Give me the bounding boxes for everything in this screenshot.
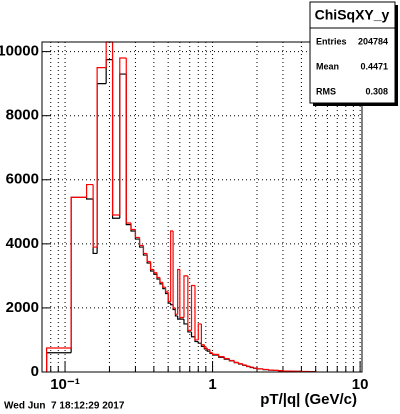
histogram-bin xyxy=(183,275,188,318)
histogram-bin xyxy=(119,57,127,216)
histogram-bin xyxy=(111,42,120,216)
histogram-bin xyxy=(179,269,184,319)
histogram-bin xyxy=(167,291,171,303)
histogram-bin xyxy=(85,197,94,200)
histogram-bin xyxy=(190,331,195,338)
histogram-bin xyxy=(125,58,132,224)
histogram-bin xyxy=(134,229,140,239)
histogram-bin xyxy=(153,269,157,274)
histogram-bin xyxy=(172,231,176,309)
histogram-bin xyxy=(253,367,257,369)
stats-value: 204784 xyxy=(358,36,388,46)
histogram-bin xyxy=(190,284,195,331)
histogram-bin xyxy=(96,67,107,248)
histogram-bin xyxy=(211,352,219,355)
histogram-bin xyxy=(200,323,205,346)
stats-box: ChiSqXY_y Entries 204784 Mean 0.4471 RMS 0.30… xyxy=(309,1,398,106)
histogram-bin xyxy=(256,368,264,370)
y-tick-label: 10000 xyxy=(0,43,39,60)
histogram-bin xyxy=(177,315,180,320)
histogram-bin xyxy=(146,253,151,263)
x-axis-label: pT/|q| (GeV/c) xyxy=(260,391,357,408)
histogram-bin xyxy=(206,347,210,351)
y-tick-label: 6000 xyxy=(6,171,39,188)
y-tick-label: 8000 xyxy=(6,107,39,124)
histogram-bin xyxy=(164,287,169,293)
histogram-bin xyxy=(183,319,188,325)
histogram-bin xyxy=(92,184,98,248)
histogram-bin xyxy=(162,282,166,288)
histogram-bin xyxy=(233,360,239,363)
y-tick-label: 2000 xyxy=(6,299,39,316)
histogram-bin xyxy=(46,347,72,372)
stats-value: 0.308 xyxy=(365,86,388,96)
histogram-bin xyxy=(159,277,163,283)
y-tick-label: 4000 xyxy=(6,235,39,252)
histogram-bin xyxy=(209,349,213,354)
histogram-bin xyxy=(174,307,178,315)
histogram-bin xyxy=(218,354,225,358)
x-tick-label: 1 xyxy=(208,376,216,393)
stats-frame xyxy=(309,1,396,104)
x-tick-label: 10 xyxy=(352,376,369,393)
histogram-bin xyxy=(197,323,202,340)
histogram-bin xyxy=(223,356,230,360)
stats-label: Mean xyxy=(316,61,339,71)
y-tick-label: 0 xyxy=(31,363,39,380)
histogram-bin xyxy=(177,268,180,315)
stats-title: ChiSqXY_y xyxy=(315,7,390,23)
histogram-bin xyxy=(85,183,94,198)
x-tick-label: 10⁻¹ xyxy=(50,376,80,393)
histogram-bin xyxy=(197,341,202,344)
histogram-bin xyxy=(170,230,174,302)
stats-label: RMS xyxy=(316,86,336,96)
histogram-bin xyxy=(194,285,199,341)
plot-frame xyxy=(41,41,363,373)
histogram-bin xyxy=(268,369,274,371)
histogram-bin xyxy=(142,245,148,255)
histogram-bin xyxy=(138,237,144,247)
histogram-bin xyxy=(242,363,247,366)
histogram-bin xyxy=(203,344,208,349)
histogram-bin xyxy=(149,261,154,271)
histogram-bin xyxy=(130,223,136,231)
stats-label: Entries xyxy=(316,36,347,46)
footer: Wed Jun 7 18:12:29 2017 xyxy=(4,401,125,412)
histogram-bin xyxy=(70,196,87,348)
histogram-bin xyxy=(156,272,160,279)
histogram-bin xyxy=(262,368,269,371)
histogram-bin xyxy=(170,303,174,306)
histogram-bin xyxy=(237,362,243,365)
histogram-bin xyxy=(228,358,235,362)
histogram-bin xyxy=(187,275,192,331)
histogram-bin xyxy=(249,366,254,368)
histogram-bin xyxy=(245,364,251,367)
stats-value: 0.4471 xyxy=(360,61,388,71)
